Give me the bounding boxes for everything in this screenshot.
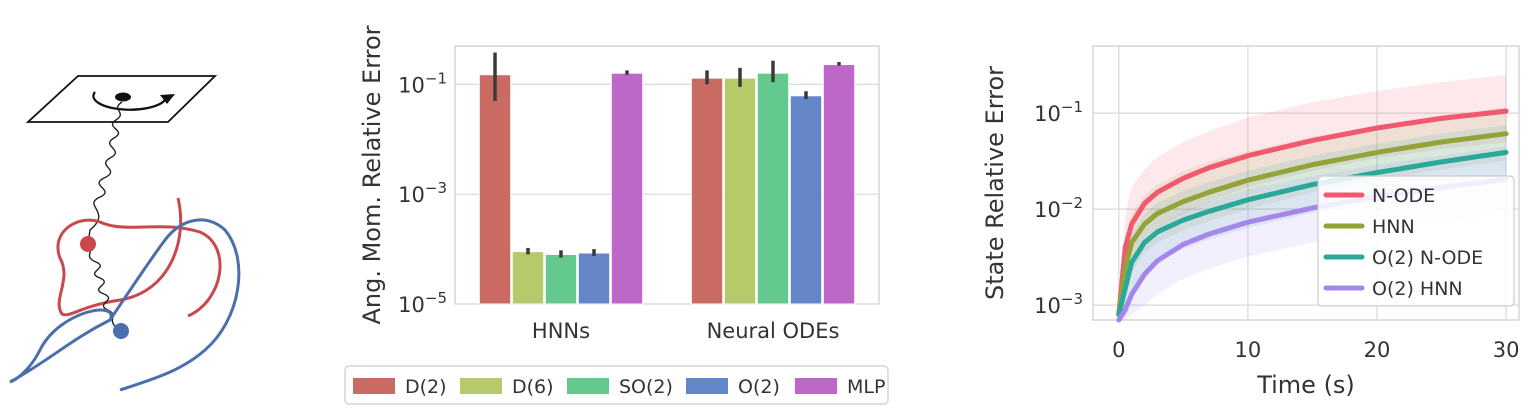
legend-label-O(2) HNN: O(2) HNN (1372, 278, 1463, 300)
band-O(2) N-ODE (1118, 125, 1507, 315)
line-ytick-label: 10−2 (1034, 194, 1083, 222)
double-pendulum-illustration (9, 75, 241, 392)
bar-O(2)-HNNs (577, 252, 611, 305)
bar-D(2)-HNNs (478, 74, 512, 305)
bar-MLP-HNNs (610, 72, 644, 305)
bar-O(2)-Neural ODEs (789, 95, 823, 305)
rotation-arrow-icon (92, 91, 166, 111)
bar-legend-box (344, 365, 889, 405)
line-legend-box (1317, 175, 1515, 307)
legend-swatch-MLP (795, 378, 837, 394)
blue-trajectory (9, 218, 241, 392)
legend-label-MLP: MLP (847, 376, 885, 398)
line-legend: N-ODE HNN O(2) N-ODE O(2) HNN (1317, 175, 1515, 307)
bar-D(6)-HNNs (511, 251, 545, 305)
red-trajectory (56, 197, 222, 318)
legend-label-SO(2): SO(2) (619, 376, 673, 398)
red-bob (80, 236, 96, 252)
rotation-arrowhead-icon (160, 94, 175, 104)
bar-MLP-Neural ODEs (822, 64, 856, 305)
line-xtick-label: 10 (1235, 338, 1262, 362)
legend-label-O(2): O(2) (738, 376, 780, 398)
line-O(2) N-ODE (1116, 149, 1509, 317)
legend-label-N-ODE: N-ODE (1372, 185, 1435, 207)
legend-label-O(2) N-ODE: O(2) N-ODE (1372, 247, 1483, 269)
bar-ytick-label: 10−5 (398, 289, 447, 317)
line-xtick-label: 0 (1112, 338, 1125, 362)
blue-bob (113, 323, 129, 339)
line-HNN (1116, 131, 1509, 317)
line-ytick-label: 10−3 (1034, 290, 1083, 318)
line-xtick-label: 30 (1493, 338, 1520, 362)
line-xlabel: Time (s) (1256, 371, 1355, 399)
line-xtick-label: 20 (1364, 338, 1391, 362)
bar-ytick-label: 10−3 (398, 179, 447, 207)
bar-xtick-label: Neural ODEs (707, 319, 840, 343)
legend-swatch-D(6) (460, 378, 502, 394)
legend-swatch-O(2) (686, 378, 728, 394)
legend-label-D(2): D(2) (405, 376, 447, 398)
band-HNN (1118, 107, 1507, 315)
band-N-ODE (1118, 74, 1507, 315)
legend-label-HNN: HNN (1372, 216, 1415, 238)
legend-swatch-D(2) (353, 378, 395, 394)
spring-lower (87, 243, 121, 331)
bar-xtick-label: HNNs (532, 319, 590, 343)
bar-SO(2)-HNNs (544, 253, 578, 305)
legend-swatch-SO(2) (567, 378, 609, 394)
legend-label-D(6): D(6) (512, 376, 554, 398)
bar-ylabel: Ang. Mom. Relative Error (358, 25, 386, 324)
line-N-ODE (1116, 108, 1509, 317)
spring-upper (87, 101, 123, 245)
bar-legend: D(2) D(6) SO(2) O(2) MLP (344, 365, 889, 405)
bar-D(6)-Neural ODEs (723, 77, 757, 305)
bar-SO(2)-Neural ODEs (756, 72, 790, 305)
pivot-point (115, 92, 131, 102)
line-chart: 10−3 10−2 10−1 0 10 20 30 Time (s) State Rela… (981, 45, 1520, 399)
bar-chart: 10−5 10−3 10−1 HNNs Neural ODEs Ang. Mom. R… (344, 25, 889, 405)
bar-D(2)-Neural ODEs (690, 77, 724, 305)
line-ytick-label: 10−1 (1034, 98, 1083, 126)
bar-ytick-label: 10−1 (398, 69, 447, 97)
line-ylabel: State Relative Error (981, 66, 1009, 300)
